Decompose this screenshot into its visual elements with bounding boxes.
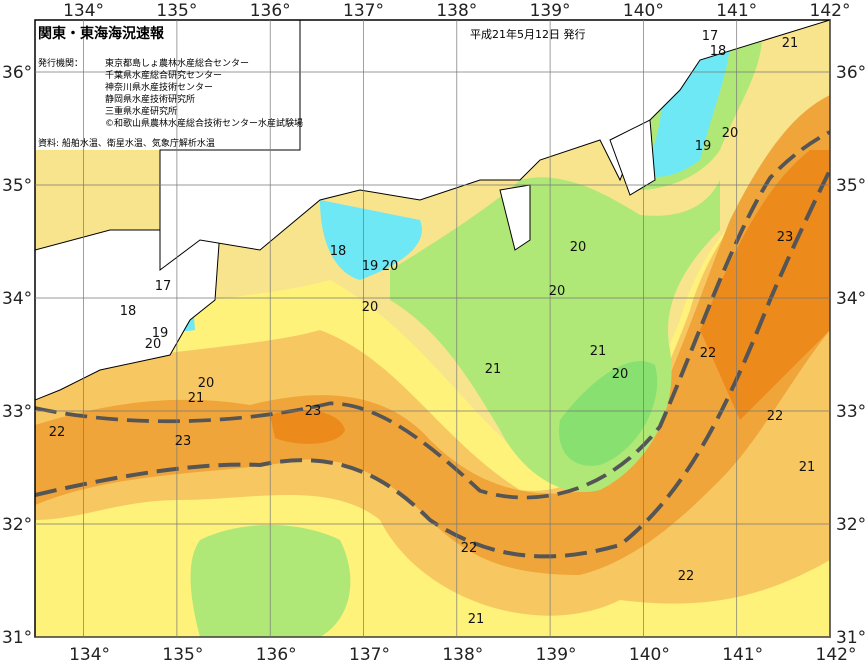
contour-label: 20 bbox=[382, 259, 399, 274]
latitude-label: 36° bbox=[836, 63, 866, 83]
contour-label: 23 bbox=[305, 404, 322, 419]
longitude-label: 140° bbox=[629, 645, 670, 665]
longitude-label: 135° bbox=[162, 645, 203, 665]
latitude-label: 34° bbox=[836, 289, 866, 309]
contour-label: 23 bbox=[777, 230, 794, 245]
longitude-label: 142° bbox=[816, 645, 857, 665]
latitude-label: 35° bbox=[836, 176, 866, 196]
title: 関東・東海海況速報 bbox=[38, 25, 165, 42]
contour-label: 22 bbox=[767, 409, 784, 424]
latitude-label: 31° bbox=[836, 628, 866, 648]
longitude-label: 138° bbox=[436, 1, 477, 21]
agency: 三重県水産研究所 bbox=[105, 105, 177, 117]
contour-label: 20 bbox=[722, 126, 739, 141]
land-izu bbox=[499, 184, 531, 251]
agencies: 東京都島しょ農林水産総合センター千葉県水産総合研究センター神奈川県水産技術センタ… bbox=[105, 57, 303, 129]
cold-water-ise bbox=[320, 200, 422, 280]
contour-label: 22 bbox=[700, 346, 717, 361]
contour-label: 20 bbox=[145, 337, 162, 352]
kuroshio-upper bbox=[35, 130, 830, 500]
contour-label: 21 bbox=[485, 362, 502, 377]
contour-label: 18 bbox=[120, 304, 137, 319]
graticule bbox=[35, 20, 831, 638]
agency: ©和歌山県農林水産総合技術センター水産試験場 bbox=[105, 117, 303, 129]
longitude-label: 135° bbox=[156, 1, 197, 21]
latitude-label: 33° bbox=[836, 402, 866, 422]
contour-label: 22 bbox=[461, 541, 478, 556]
contour-label: 19 bbox=[152, 326, 169, 341]
agency: 静岡県水産技術研究所 bbox=[105, 93, 195, 105]
agency: 千葉県水産総合研究センター bbox=[105, 69, 222, 81]
land-honshu bbox=[159, 20, 830, 271]
contour-label: 20 bbox=[549, 284, 566, 299]
longitude-label: 140° bbox=[623, 1, 664, 21]
latitude-label: 36° bbox=[2, 63, 32, 83]
contour-label: 21 bbox=[590, 344, 607, 359]
hot-spot bbox=[270, 410, 345, 444]
longitude-label: 136° bbox=[250, 1, 291, 21]
contour-label: 21 bbox=[799, 460, 816, 475]
agency: 東京都島しょ農林水産総合センター bbox=[105, 57, 249, 69]
longitude-label: 139° bbox=[536, 645, 577, 665]
latitude-label: 32° bbox=[2, 515, 32, 535]
latitude-label: 35° bbox=[2, 176, 32, 196]
longitude-label: 141° bbox=[722, 645, 763, 665]
longitude-label: 139° bbox=[530, 1, 571, 21]
cooler-water bbox=[559, 361, 658, 466]
longitude-label: 137° bbox=[349, 645, 390, 665]
contour-label: 22 bbox=[49, 425, 66, 440]
latitude-label: 32° bbox=[836, 515, 866, 535]
agencies-label: 発行機関： bbox=[38, 57, 83, 69]
contour-label: 20 bbox=[198, 376, 215, 391]
contour-label: 20 bbox=[362, 300, 379, 315]
contour-label: 17 bbox=[155, 279, 172, 294]
contour-label: 18 bbox=[710, 44, 727, 59]
contour-label: 18 bbox=[330, 244, 347, 259]
kuroshio-lower bbox=[35, 169, 830, 559]
contour-label: 21 bbox=[188, 391, 205, 406]
title-box bbox=[35, 20, 300, 150]
hot-zone bbox=[700, 150, 830, 420]
contour-label: 21 bbox=[468, 612, 485, 627]
longitude-label: 137° bbox=[343, 1, 384, 21]
latitude-label: 31° bbox=[2, 628, 32, 648]
contour-label: 17 bbox=[702, 29, 719, 44]
longitude-label: 142° bbox=[810, 1, 851, 21]
longitude-label: 141° bbox=[716, 1, 757, 21]
issue-date: 平成21年5月12日 発行 bbox=[470, 27, 586, 41]
contour-label: 20 bbox=[570, 240, 587, 255]
contour-label: 23 bbox=[175, 434, 192, 449]
latitude-label: 34° bbox=[2, 289, 32, 309]
contour-label: 21 bbox=[782, 36, 799, 51]
contour-label: 20 bbox=[612, 367, 629, 382]
contour-label: 19 bbox=[362, 259, 379, 274]
contour-label: 22 bbox=[678, 569, 695, 584]
longitude-label: 134° bbox=[69, 645, 110, 665]
latitude-label: 33° bbox=[2, 402, 32, 422]
longitude-label: 138° bbox=[442, 645, 483, 665]
longitude-label: 136° bbox=[256, 645, 297, 665]
contour-label: 19 bbox=[695, 139, 712, 154]
agency: 神奈川県水産技術センター bbox=[105, 81, 213, 93]
longitude-label: 134° bbox=[63, 1, 104, 21]
source: 資料: 船舶水温、衛星水温、気象庁解析水温 bbox=[38, 137, 215, 149]
